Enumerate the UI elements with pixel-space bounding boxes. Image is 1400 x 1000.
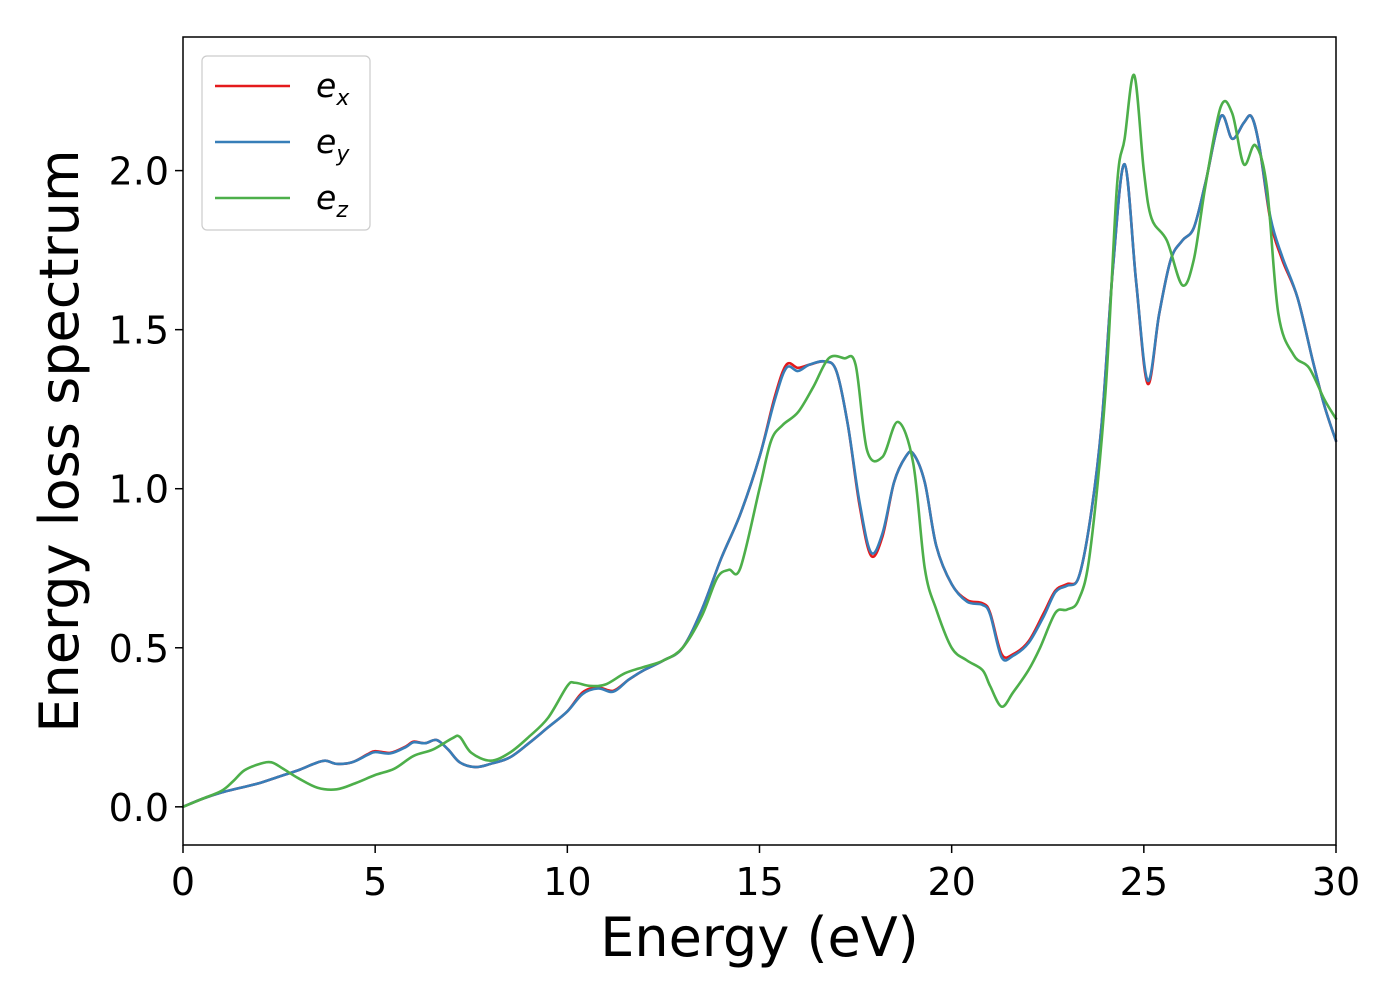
series-layer bbox=[181, 73, 1338, 809]
series-line-ez bbox=[181, 73, 1338, 809]
x-tick-label: 30 bbox=[1312, 860, 1360, 904]
y-tick-label: 1.0 bbox=[109, 468, 169, 512]
legend-label-ey: ey bbox=[316, 122, 350, 167]
y-tick-label: 1.5 bbox=[109, 309, 169, 353]
y-axis: 0.0 0.5 1.0 1.5 2.0 bbox=[109, 150, 183, 830]
x-tick-label: 25 bbox=[1120, 860, 1168, 904]
legend-label-ez: ez bbox=[316, 178, 348, 223]
x-axis-title: Energy (eV) bbox=[600, 906, 919, 969]
y-tick-label: 0.0 bbox=[109, 786, 169, 830]
x-tick-label: 15 bbox=[735, 860, 783, 904]
x-tick-label: 10 bbox=[543, 860, 591, 904]
y-axis-title: Energy loss spectrum bbox=[28, 149, 91, 732]
y-tick-label: 0.5 bbox=[109, 627, 169, 671]
x-tick-label: 20 bbox=[927, 860, 975, 904]
x-tick-label: 5 bbox=[363, 860, 387, 904]
y-tick-label: 2.0 bbox=[109, 150, 169, 194]
series-line-ey bbox=[181, 114, 1338, 809]
x-tick-label: 0 bbox=[171, 860, 195, 904]
x-axis: 0 5 10 15 20 25 30 bbox=[171, 845, 1360, 904]
legend: ex ey ez bbox=[201, 55, 371, 231]
legend-label-ex: ex bbox=[316, 66, 350, 111]
